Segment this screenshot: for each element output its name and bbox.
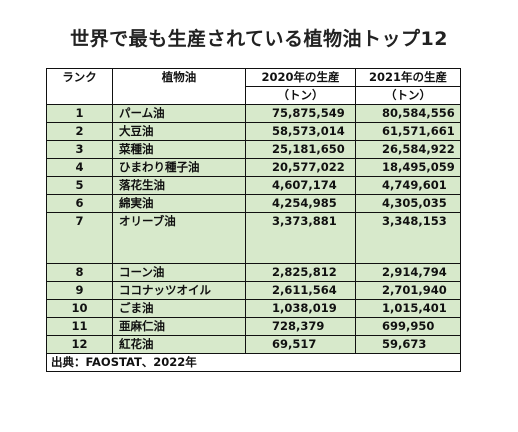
table-row: 8 コーン油 2,825,812 2,914,794 bbox=[46, 263, 461, 282]
table-row: 12 紅花油 69,517 59,673 bbox=[46, 335, 461, 354]
table-row: 5 落花生油 4,607,174 4,749,601 bbox=[46, 176, 461, 195]
table-row: 4 ひまわり種子油 20,577,022 18,495,059 bbox=[46, 158, 461, 177]
oil-name-cell: パーム油 bbox=[112, 104, 246, 123]
production-2020-cell: 2,611,564 bbox=[245, 281, 356, 300]
production-2021-cell: 80,584,556 bbox=[355, 104, 461, 123]
rank-cell: 11 bbox=[46, 317, 113, 336]
header-row: ランク 植物油 2020年の生産 2021年の生産 bbox=[46, 68, 461, 105]
header-2020: 2020年の生産 bbox=[245, 68, 356, 87]
production-2021-cell: 59,673 bbox=[355, 335, 461, 354]
header-2021: 2021年の生産 bbox=[355, 68, 461, 87]
table-row: 2 大豆油 58,573,014 61,571,661 bbox=[46, 122, 461, 141]
header-rank: ランク bbox=[46, 68, 113, 105]
rank-cell: 8 bbox=[46, 263, 113, 282]
page-title: 世界で最も生産されている植物油トップ12 bbox=[70, 28, 448, 50]
rank-cell: 9 bbox=[46, 281, 113, 300]
source-row: 出典：FAOSTAT、2022年 bbox=[46, 353, 461, 372]
production-2020-cell: 69,517 bbox=[245, 335, 356, 354]
table-body: ランク 植物油 2020年の生産 2021年の生産 （トン） （トン） 1 パーム… bbox=[46, 68, 461, 372]
header-oil: 植物油 bbox=[112, 68, 246, 105]
production-2021-cell: 26,584,922 bbox=[355, 140, 461, 159]
table-row: 7 オリーブ油 3,373,881 3,348,153 bbox=[46, 212, 461, 264]
production-2021-cell: 3,348,153 bbox=[355, 212, 461, 264]
oil-name-cell: 菜種油 bbox=[112, 140, 246, 159]
oil-name-cell: オリーブ油 bbox=[112, 212, 246, 264]
production-2021-cell: 2,914,794 bbox=[355, 263, 461, 282]
oil-name-cell: ごま油 bbox=[112, 299, 246, 318]
oil-name-cell: 大豆油 bbox=[112, 122, 246, 141]
production-2021-cell: 18,495,059 bbox=[355, 158, 461, 177]
oil-name-cell: ひまわり種子油 bbox=[112, 158, 246, 177]
oil-name-cell: ココナッツオイル bbox=[112, 281, 246, 300]
rank-cell: 2 bbox=[46, 122, 113, 141]
header-2021-unit: （トン） bbox=[355, 86, 461, 105]
oil-name-cell: 亜麻仁油 bbox=[112, 317, 246, 336]
table-row: 6 綿実油 4,254,985 4,305,035 bbox=[46, 194, 461, 213]
production-2020-cell: 58,573,014 bbox=[245, 122, 356, 141]
oil-name-cell: コーン油 bbox=[112, 263, 246, 282]
production-2020-cell: 20,577,022 bbox=[245, 158, 356, 177]
production-2021-cell: 4,749,601 bbox=[355, 176, 461, 195]
rank-cell: 10 bbox=[46, 299, 113, 318]
table-row: 11 亜麻仁油 728,379 699,950 bbox=[46, 317, 461, 336]
oil-name-cell: 綿実油 bbox=[112, 194, 246, 213]
oil-name-cell: 紅花油 bbox=[112, 335, 246, 354]
rank-cell: 12 bbox=[46, 335, 113, 354]
rank-cell: 5 bbox=[46, 176, 113, 195]
production-2021-cell: 699,950 bbox=[355, 317, 461, 336]
production-2020-cell: 4,607,174 bbox=[245, 176, 356, 195]
rank-cell: 7 bbox=[46, 212, 113, 264]
production-2020-cell: 728,379 bbox=[245, 317, 356, 336]
production-table: ランク 植物油 2020年の生産 2021年の生産 （トン） （トン） 1 パーム… bbox=[46, 68, 461, 372]
production-2020-cell: 25,181,650 bbox=[245, 140, 356, 159]
table-row: 9 ココナッツオイル 2,611,564 2,701,940 bbox=[46, 281, 461, 300]
production-2020-cell: 3,373,881 bbox=[245, 212, 356, 264]
rank-cell: 4 bbox=[46, 158, 113, 177]
production-2021-cell: 1,015,401 bbox=[355, 299, 461, 318]
production-2020-cell: 75,875,549 bbox=[245, 104, 356, 123]
production-2020-cell: 1,038,019 bbox=[245, 299, 356, 318]
production-2021-cell: 2,701,940 bbox=[355, 281, 461, 300]
table-row: 3 菜種油 25,181,650 26,584,922 bbox=[46, 140, 461, 159]
production-2021-cell: 4,305,035 bbox=[355, 194, 461, 213]
oil-name-cell: 落花生油 bbox=[112, 176, 246, 195]
rank-cell: 3 bbox=[46, 140, 113, 159]
production-2020-cell: 2,825,812 bbox=[245, 263, 356, 282]
production-2020-cell: 4,254,985 bbox=[245, 194, 356, 213]
header-2020-unit: （トン） bbox=[245, 86, 356, 105]
table-row: 1 パーム油 75,875,549 80,584,556 bbox=[46, 104, 461, 123]
source-note: 出典：FAOSTAT、2022年 bbox=[46, 353, 461, 372]
production-2021-cell: 61,571,661 bbox=[355, 122, 461, 141]
rank-cell: 1 bbox=[46, 104, 113, 123]
table-row: 10 ごま油 1,038,019 1,015,401 bbox=[46, 299, 461, 318]
rank-cell: 6 bbox=[46, 194, 113, 213]
header-unit-row: （トン） （トン） bbox=[47, 86, 461, 105]
